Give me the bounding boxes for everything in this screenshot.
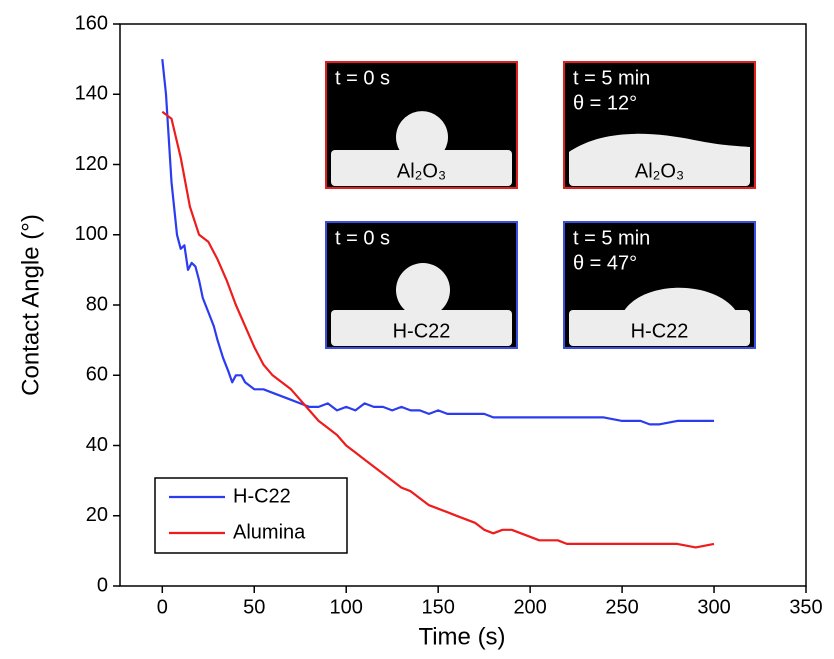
legend-label: H-C22	[233, 485, 291, 507]
x-tick-label: 250	[605, 596, 638, 618]
line	[161, 110, 715, 549]
inset: t = 5 min θ = 12° Al₂O₃	[563, 61, 756, 189]
substrate	[331, 310, 512, 346]
inset-label: t = 0 s	[335, 227, 390, 249]
substrate	[569, 150, 750, 186]
y-axis-label: Contact Angle (°)	[17, 214, 44, 396]
y-tick-label: 0	[97, 574, 108, 596]
inset: t = 0 s H-C22	[325, 221, 518, 349]
inset: t = 0 s Al₂O₃	[325, 61, 518, 189]
droplet	[624, 287, 736, 311]
inset-label: t = 5 min	[573, 67, 650, 89]
droplet	[396, 111, 449, 151]
inset-material: Al₂O₃	[397, 160, 446, 182]
inset-label: θ = 12°	[573, 92, 637, 114]
x-tick-label: 50	[243, 596, 265, 618]
y-tick-label: 140	[75, 83, 108, 105]
legend: H-C22 Alumina	[154, 477, 348, 554]
inset-material: Al₂O₃	[635, 160, 684, 182]
inset-label: t = 5 min	[573, 227, 650, 249]
x-axis-label: Time (s)	[418, 623, 505, 650]
x-tick-label: 150	[421, 596, 454, 618]
y-tick-label: 80	[86, 293, 108, 315]
plot-frame	[119, 23, 807, 587]
y-tick-label: 160	[75, 12, 108, 34]
y-tick-label: 120	[75, 153, 108, 175]
x-tick-label: 100	[330, 596, 363, 618]
substrate	[569, 310, 750, 346]
droplet	[569, 133, 750, 154]
inset-label: θ = 47°	[573, 252, 637, 274]
legend-box	[154, 477, 348, 554]
legend-label: Alumina	[233, 521, 306, 543]
line	[161, 58, 714, 426]
x-tick-label: 200	[513, 596, 546, 618]
inset-material: H-C22	[631, 320, 689, 342]
x-tick-label: 300	[697, 596, 730, 618]
y-tick-label: 60	[86, 364, 108, 386]
y-tick-label: 20	[86, 504, 108, 526]
substrate	[331, 150, 512, 186]
droplet	[396, 263, 451, 311]
x-tick-label: 350	[789, 596, 822, 618]
inset: t = 5 min θ = 47° H-C22	[563, 221, 756, 349]
inset-label: t = 0 s	[335, 67, 390, 89]
y-tick-label: 40	[86, 434, 108, 456]
inset-material: H-C22	[393, 320, 451, 342]
y-tick-label: 100	[75, 223, 108, 245]
x-tick-label: 0	[157, 596, 168, 618]
